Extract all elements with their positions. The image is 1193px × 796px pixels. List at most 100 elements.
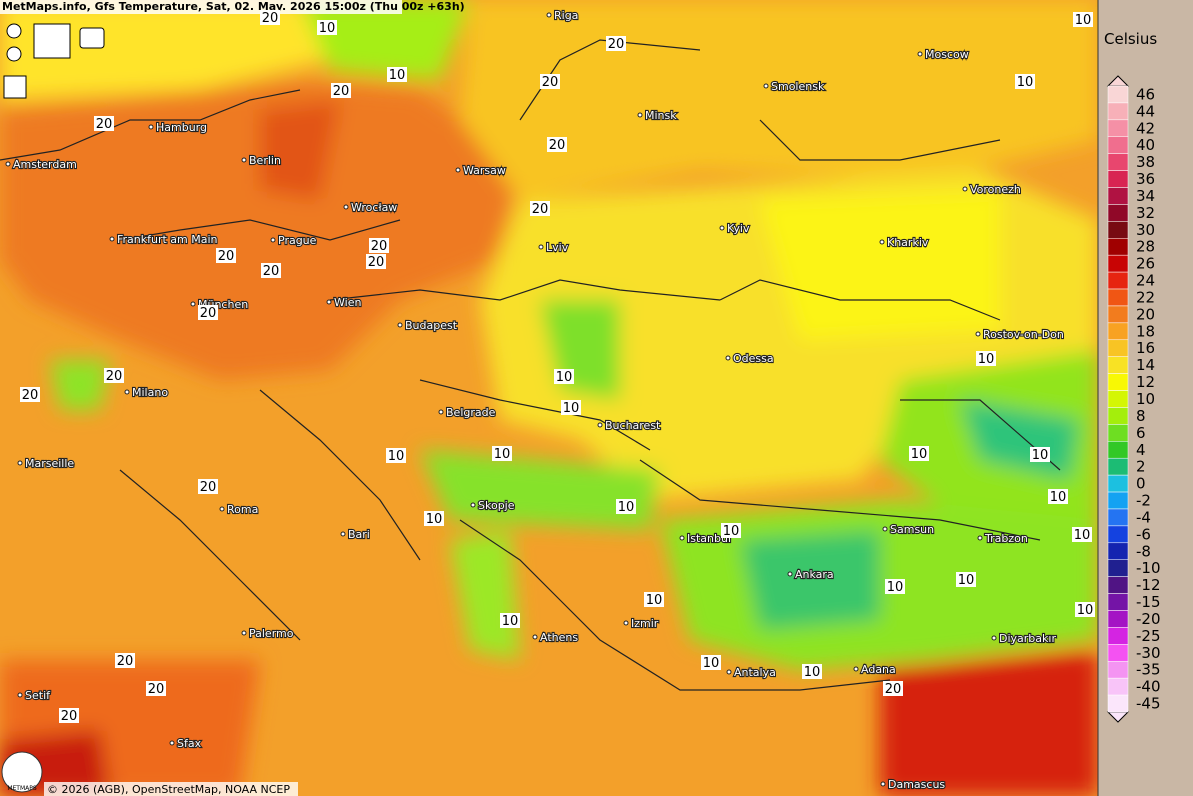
legend-swatch [1107, 322, 1129, 341]
city-dot [190, 301, 196, 307]
contour-label-bg [644, 592, 664, 607]
city-dot [397, 322, 403, 328]
map-controls[interactable] [3, 23, 105, 99]
contour-label-bg [802, 664, 822, 679]
city-label: Roma [227, 503, 258, 516]
city-dot [787, 571, 793, 577]
city-dot [763, 83, 769, 89]
legend-label: 4 [1136, 441, 1146, 459]
legend-label: 28 [1136, 238, 1155, 256]
legend-label: 10 [1136, 390, 1155, 408]
legend-label: 34 [1136, 187, 1155, 205]
contour-label-bg [721, 523, 741, 538]
zoom-in[interactable] [6, 23, 22, 39]
city-dot [637, 112, 643, 118]
legend-label: -15 [1136, 593, 1161, 611]
copyright-bg [44, 782, 298, 796]
legend-swatch [1107, 610, 1129, 628]
contour-label: 10 [502, 614, 519, 629]
legend-swatch [1107, 491, 1129, 510]
legend-label: 40 [1136, 136, 1155, 154]
city-dot [343, 204, 349, 210]
contour-label-bg [260, 10, 280, 25]
legend-swatch [1107, 221, 1129, 239]
city-label: Frankfurt am Main [117, 233, 218, 246]
contour-label: 10 [911, 447, 928, 462]
legend-label: 22 [1136, 288, 1155, 306]
city-label: Trabzon [984, 532, 1028, 545]
fullscreen[interactable] [3, 75, 27, 99]
city-label: Kharkiv [887, 236, 929, 249]
contour-label: 20 [608, 37, 625, 52]
contour-label-bg [1048, 489, 1068, 504]
city-dot [719, 225, 725, 231]
contour-label: 10 [1032, 448, 1049, 463]
zoom-out[interactable] [6, 46, 22, 62]
contour-label-bg [331, 83, 351, 98]
city-label: Adana [861, 663, 896, 676]
contour-label-bg [701, 655, 721, 670]
legend-title: Celsius [1104, 30, 1157, 48]
contour-label: 10 [978, 352, 995, 367]
contour-label: 10 [563, 401, 580, 416]
contour-label: 10 [958, 573, 975, 588]
legend-swatch [1107, 238, 1129, 256]
contour-label-bg [261, 263, 281, 278]
contour-label-bg [1073, 12, 1093, 27]
legend-label: 36 [1136, 170, 1155, 188]
city-dot [917, 51, 923, 57]
legend-label: 26 [1136, 255, 1155, 273]
contour-label: 20 [542, 75, 559, 90]
city-label: Palermo [249, 627, 294, 640]
legend-label: 0 [1136, 475, 1146, 493]
contour-label: 10 [388, 449, 405, 464]
legend-label: 42 [1136, 119, 1155, 137]
contour-label-bg [500, 613, 520, 628]
contour-label-bg [1075, 602, 1095, 617]
city-label: Samsun [890, 523, 934, 536]
pan[interactable] [33, 23, 71, 59]
legend-label: -20 [1136, 610, 1161, 628]
contour-label: 20 [61, 709, 78, 724]
legend-label: 30 [1136, 221, 1155, 239]
city-label: Istanbul [687, 532, 731, 545]
city-label: Minsk [645, 109, 677, 122]
contour-label: 20 [117, 654, 134, 669]
city-dot [241, 630, 247, 636]
city-label: Diyarbakır [999, 632, 1056, 645]
contour-label: 10 [1075, 13, 1092, 28]
city-dot [326, 299, 332, 305]
legend-swatch [1107, 441, 1129, 459]
legend-swatch [1107, 390, 1129, 408]
legend-swatch [1107, 407, 1129, 425]
city-label: Moscow [925, 48, 969, 61]
contour-label-bg [216, 248, 236, 263]
city-label: Berlin [249, 154, 281, 167]
logo-text: METMAPS [7, 785, 37, 792]
legend-label: -2 [1136, 492, 1151, 510]
city-dot [880, 781, 886, 787]
city-dot [109, 236, 115, 242]
contour-label-bg [198, 305, 218, 320]
legend-label: -8 [1136, 542, 1151, 560]
contour-label-bg [554, 369, 574, 384]
contour-label-bg [1030, 447, 1050, 462]
contour-label-bg [59, 708, 79, 723]
contour-label-bg [976, 351, 996, 366]
legend-label: -10 [1136, 559, 1161, 577]
legend-swatch [1107, 424, 1129, 442]
logo [1, 751, 43, 793]
city-dot [679, 535, 685, 541]
legend-swatch [1107, 170, 1129, 188]
city-dot [17, 460, 23, 466]
legend-swatch [1107, 644, 1129, 662]
legend-label: -30 [1136, 644, 1161, 662]
contour-label: 10 [646, 593, 663, 608]
city-dot [241, 157, 247, 163]
legend-swatch [1107, 593, 1129, 611]
city-dot [962, 186, 968, 192]
city-dot [977, 535, 983, 541]
screenshot[interactable] [79, 27, 105, 49]
